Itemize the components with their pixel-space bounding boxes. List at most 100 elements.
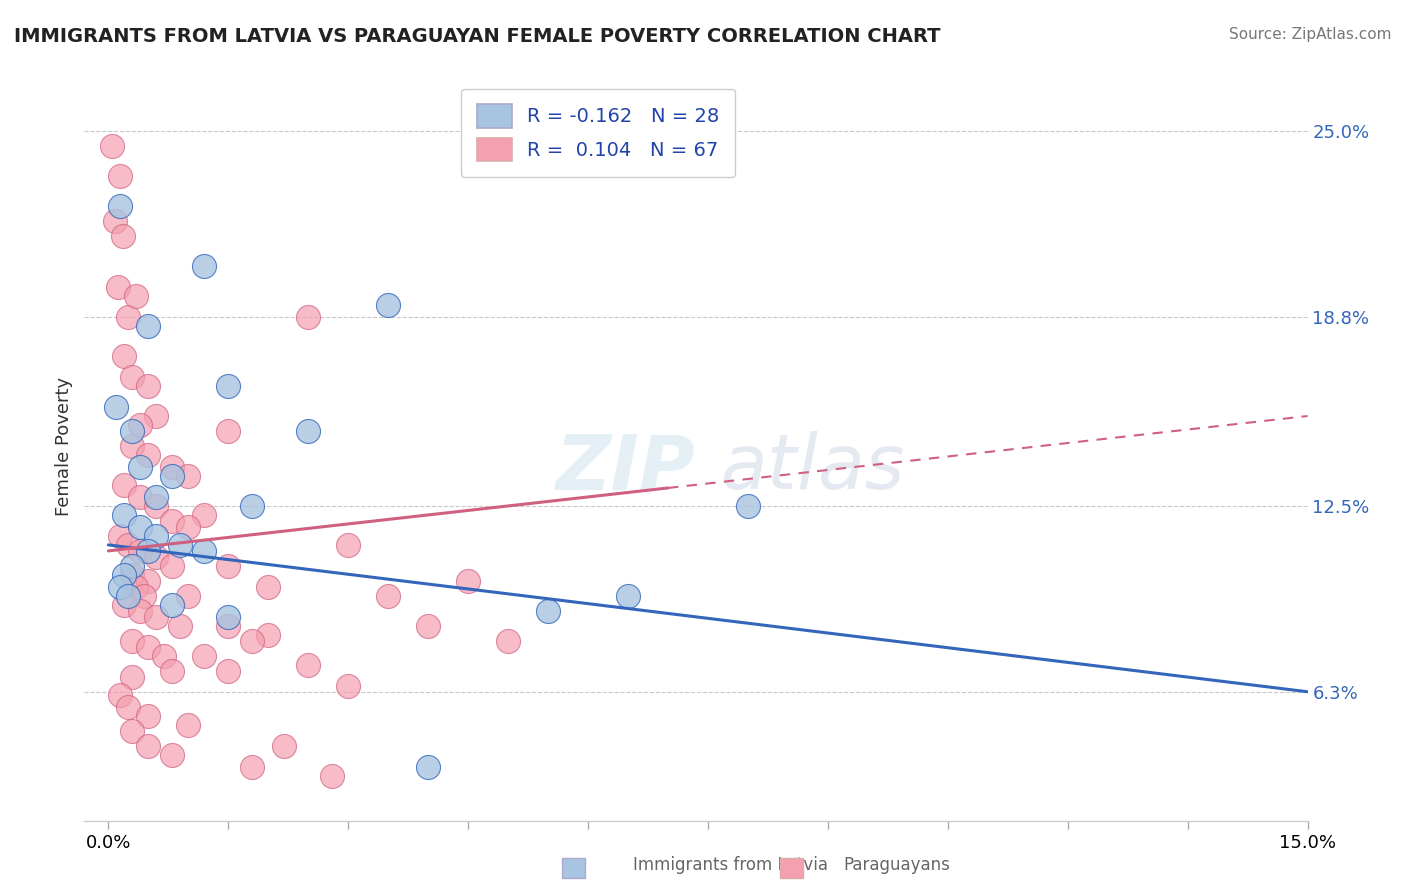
Point (297, 657, 319, 672)
Point (121, 567, 143, 582)
Point (240, 499, 263, 513)
Point (737, 499, 759, 513)
Point (193, 544, 215, 558)
Point (129, 460, 152, 475)
Point (136, 379, 159, 393)
Text: Paraguayans: Paraguayans (844, 855, 950, 873)
Point (177, 520, 200, 534)
Point (162, 514, 184, 528)
Point (112, 349, 135, 363)
Point (162, 598, 184, 612)
Point (240, 760, 263, 774)
Point (537, 604, 560, 618)
Point (136, 640, 159, 654)
Point (129, 604, 152, 618)
Point (129, 490, 152, 504)
Point (110, 580, 132, 594)
Point (125, 289, 148, 303)
Point (121, 670, 143, 684)
Point (193, 259, 215, 273)
Point (110, 529, 132, 543)
Point (217, 619, 239, 633)
Point (117, 699, 139, 714)
Point (117, 589, 139, 603)
Point (153, 648, 176, 663)
Point (217, 664, 239, 678)
Text: ZIP: ZIP (557, 432, 696, 506)
Text: atlas: atlas (720, 432, 905, 506)
Text: Immigrants from Latvia: Immigrants from Latvia (633, 855, 828, 873)
Point (257, 580, 280, 594)
Point (136, 574, 159, 588)
Point (110, 688, 132, 702)
Point (107, 280, 129, 294)
Point (104, 214, 127, 228)
Point (136, 739, 159, 753)
Point (105, 400, 128, 414)
Point (193, 648, 215, 663)
Point (162, 747, 184, 762)
Point (496, 633, 519, 648)
Point (121, 633, 143, 648)
Point (145, 529, 167, 543)
Point (177, 469, 200, 483)
Point (169, 619, 191, 633)
Point (377, 589, 399, 603)
Point (112, 478, 135, 492)
Point (162, 664, 184, 678)
Point (257, 628, 280, 642)
Point (217, 558, 239, 573)
Point (273, 739, 295, 753)
Point (377, 298, 399, 312)
Point (337, 538, 360, 552)
Point (129, 417, 152, 432)
Point (110, 169, 132, 184)
Point (297, 310, 319, 325)
Point (129, 520, 152, 534)
Point (117, 310, 139, 325)
Point (136, 708, 159, 723)
Point (129, 544, 152, 558)
Point (297, 424, 319, 438)
Point (617, 589, 640, 603)
Point (121, 558, 143, 573)
Legend: R = -0.162   N = 28, R =  0.104   N = 67: R = -0.162 N = 28, R = 0.104 N = 67 (461, 88, 735, 177)
Point (217, 379, 239, 393)
Point (112, 508, 135, 522)
Point (112, 598, 135, 612)
Point (145, 490, 167, 504)
Point (321, 769, 343, 783)
Point (418, 760, 440, 774)
Point (121, 723, 143, 738)
Point (162, 558, 184, 573)
Point (145, 499, 167, 513)
Point (112, 567, 135, 582)
Point (136, 448, 159, 462)
Point (177, 717, 200, 731)
Point (121, 439, 143, 453)
Point (117, 538, 139, 552)
Point (110, 199, 132, 213)
Point (134, 589, 156, 603)
Point (121, 424, 143, 438)
Point (101, 139, 124, 153)
Point (111, 229, 134, 244)
Point (162, 469, 184, 483)
Point (121, 370, 143, 384)
Point (217, 610, 239, 624)
Point (217, 424, 239, 438)
Point (240, 633, 263, 648)
Point (193, 508, 215, 522)
Y-axis label: Female Poverty: Female Poverty (55, 376, 73, 516)
Text: Source: ZipAtlas.com: Source: ZipAtlas.com (1229, 27, 1392, 42)
Point (136, 544, 159, 558)
Point (145, 409, 167, 423)
Point (136, 319, 159, 334)
Point (169, 538, 191, 552)
Point (162, 460, 184, 475)
Point (418, 619, 440, 633)
Point (337, 679, 360, 693)
Point (145, 549, 167, 564)
Point (145, 610, 167, 624)
Point (457, 574, 479, 588)
